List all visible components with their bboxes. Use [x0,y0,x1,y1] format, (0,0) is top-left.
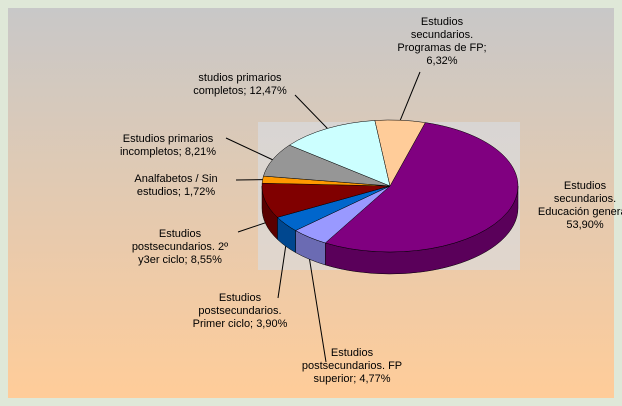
label-value: 8,55% [190,254,222,266]
data-label: Estudios postsecundarios. 2º y3er ciclo;… [123,228,238,267]
leader-line [399,71,421,121]
label-value: 4,77% [359,373,391,385]
leader-line [294,94,328,129]
data-label: Analfabetos / Sin estudios; 1,72% [121,173,231,199]
label-value: 3,90% [256,318,288,330]
leader-line [237,222,266,233]
data-label: Estudios postsecundarios. Primer ciclo; … [193,292,288,331]
slice [374,119,426,187]
leader-line [277,246,287,299]
data-label: Estudios primarios incompletos; 8,21% [111,133,226,159]
label-name: Estudios postsecundarios. 2º y3er ciclo; [131,228,229,266]
slice [324,122,519,253]
slice [288,120,391,187]
label-name: Estudios secundarios. Programas de FP; [397,16,487,54]
data-label: Estudios postsecundarios. FP superior; 4… [297,347,407,386]
label-value: 6,32% [426,55,458,67]
data-label: Estudios secundarios. Programas de FP; 6… [390,16,495,68]
leader-line [309,259,327,363]
label-name: studios primarios completos; [193,72,282,97]
data-label: Estudios secundarios. Educación general;… [535,180,622,232]
label-value: 1,72% [183,186,216,198]
label-name: Estudios primarios incompletos; [119,133,214,158]
label-name: Estudios secundarios. Educación general; [537,180,622,218]
data-label: studios primarios completos; 12,47% [178,72,303,98]
label-value: 8,21% [184,146,217,158]
label-value: 12,47% [249,85,287,97]
label-value: 53,90% [566,219,604,231]
label-name: Estudios postsecundarios. FP superior; [301,347,403,385]
leader-line [225,137,273,161]
label-name: Estudios postsecundarios. Primer ciclo; [192,292,282,330]
label-name: Analfabetos / Sin estudios; [134,173,218,198]
